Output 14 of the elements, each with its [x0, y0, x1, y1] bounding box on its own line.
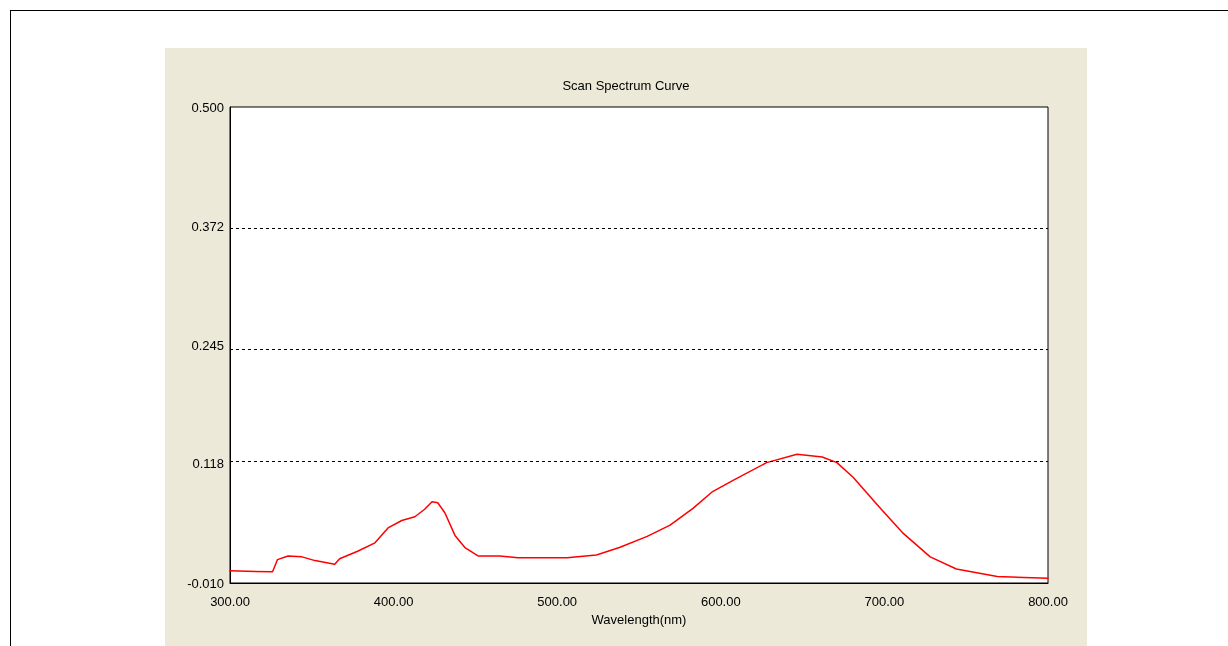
x-tick-label: 300.00	[210, 594, 250, 609]
y-tick-label: 0.372	[191, 218, 224, 234]
x-tick-label: 600.00	[700, 594, 741, 609]
x-tick-label: 500.00	[537, 594, 578, 609]
y-tick-label: 0.118	[192, 456, 224, 472]
x-tick-label: 700.00	[864, 594, 905, 609]
x-axis-title: Wavelength(nm)	[591, 611, 687, 627]
chart-title: Scan Spectrum Curve	[562, 78, 690, 93]
x-tick-label: 800.00	[1028, 594, 1068, 609]
line-series	[229, 453, 1049, 580]
y-tick-label: -0.010	[187, 575, 224, 591]
y-tick-label: 0.500	[191, 99, 224, 115]
x-tick-label: 400.00	[373, 594, 414, 609]
y-tick-label: 0.245	[191, 337, 224, 353]
